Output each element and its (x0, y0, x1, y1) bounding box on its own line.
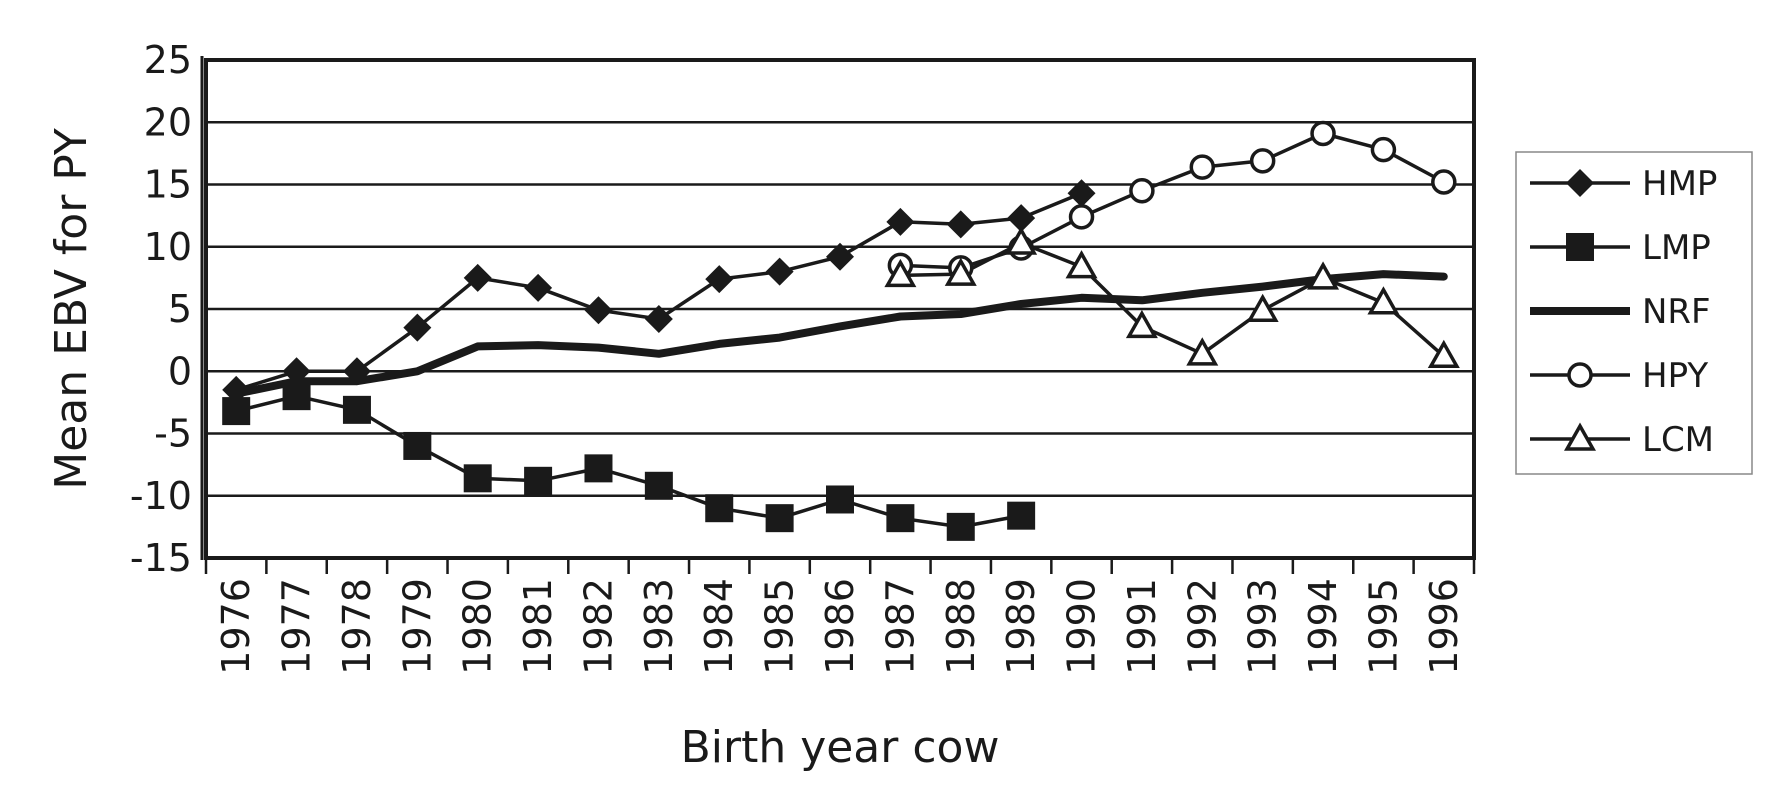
data-point-lcm (1427, 339, 1460, 369)
x-tick-label: 1992 (1180, 578, 1224, 675)
data-point-hpy (1431, 169, 1457, 195)
data-point-lcm (1367, 286, 1400, 315)
data-point-lmp (463, 464, 492, 493)
x-tick-label: 1983 (637, 578, 681, 675)
y-tick-label: 25 (144, 38, 192, 82)
data-point-lmp (282, 382, 311, 411)
y-tick-label: 5 (168, 287, 192, 331)
data-point-lcm (884, 258, 917, 288)
x-tick-label: 1988 (939, 578, 983, 675)
data-point-lmp (524, 466, 553, 495)
y-tick-label: 15 (144, 163, 192, 207)
data-point-hmp (524, 273, 553, 302)
data-point-lmp (1007, 501, 1036, 530)
plot-frame (204, 58, 1476, 560)
y-tick-label: -15 (130, 536, 192, 580)
data-point-lcm (944, 257, 977, 286)
series-line-nrf (232, 270, 1448, 398)
data-point-lmp (946, 512, 975, 541)
data-point-hmp (946, 210, 975, 239)
legend-marker-lmp (1566, 233, 1594, 261)
x-tick-label: 1980 (456, 578, 500, 675)
x-tick-label: 1979 (395, 578, 439, 675)
data-point-hmp (705, 265, 734, 294)
data-point-hmp (1007, 204, 1036, 233)
data-point-lcm (1005, 226, 1038, 255)
legend-marker-lcm (1564, 422, 1596, 451)
legend-label-lcm: LCM (1642, 420, 1714, 460)
x-tick-label: 1990 (1060, 578, 1104, 675)
x-tick-label: 1989 (999, 578, 1043, 675)
legend-label-nrf: NRF (1642, 292, 1711, 332)
x-tick-label: 1977 (275, 578, 319, 675)
y-tick-label: 0 (168, 349, 192, 393)
data-point-lmp (826, 485, 854, 514)
data-point-hmp (403, 313, 432, 342)
legend-label-hpy: HPY (1642, 356, 1708, 396)
series-line-lcm (898, 241, 1446, 359)
data-point-hpy (1310, 120, 1336, 147)
data-point-lmp (705, 494, 734, 523)
x-tick-label: 1978 (335, 578, 379, 675)
data-point-hmp (584, 296, 613, 325)
data-point-lmp (403, 431, 432, 460)
data-point-lmp (886, 504, 915, 533)
x-tick-label: 1976 (214, 578, 258, 675)
data-point-hmp (765, 257, 794, 286)
x-tick-label: 1991 (1120, 578, 1164, 675)
legend-marker-hpy (1567, 362, 1593, 388)
markers-group (222, 120, 1460, 541)
data-point-hpy (1068, 204, 1095, 230)
x-tick-label: 1984 (697, 578, 741, 675)
x-tick-label: 1995 (1361, 578, 1405, 675)
data-point-hpy (1129, 177, 1155, 204)
data-point-hmp (826, 242, 854, 271)
data-point-lmp (644, 471, 673, 500)
data-point-hmp (342, 357, 371, 386)
data-point-hpy (1249, 148, 1276, 174)
data-point-lcm (1065, 250, 1098, 279)
gridlines (206, 121, 1474, 497)
x-tick-label: 1996 (1422, 578, 1466, 675)
data-point-lmp (342, 395, 371, 424)
x-tick-label: 1981 (516, 578, 560, 675)
data-point-lmp (222, 397, 251, 426)
axes: 25 20 15 10 5 0 -5 -10 -15 1976 1977 1978 1979 1980 19… (130, 38, 1476, 675)
y-tick-label: 20 (144, 100, 192, 144)
legend: HMP LMP NRF HPY LCM (1515, 151, 1753, 475)
x-tick-label: 1993 (1241, 578, 1285, 675)
data-point-hmp (886, 207, 915, 236)
x-tick-label: 1986 (818, 578, 862, 675)
data-point-hmp (222, 375, 251, 404)
data-point-hpy (1370, 136, 1397, 163)
data-point-hmp (1067, 179, 1096, 208)
data-point-lcm (1186, 337, 1219, 366)
legend-label-lmp: LMP (1642, 228, 1711, 268)
x-axis-title: Birth year cow (681, 722, 1000, 773)
data-point-lcm (1246, 293, 1279, 322)
y-axis-title: Mean EBV for PY (46, 128, 97, 490)
y-tick-label: -10 (130, 474, 192, 518)
x-tick-label: 1985 (758, 578, 802, 675)
y-tick-label: 10 (144, 225, 192, 269)
data-point-hmp (644, 304, 673, 333)
data-point-hmp (463, 263, 492, 292)
data-point-lcm (1125, 309, 1158, 339)
x-tick-label: 1982 (576, 578, 620, 675)
data-point-lmp (584, 454, 613, 483)
legend-label-hmp: HMP (1642, 164, 1717, 204)
data-point-lmp (765, 504, 794, 533)
data-point-lcm (1307, 261, 1340, 290)
legend-marker-hmp (1566, 169, 1594, 197)
data-point-hpy (1189, 154, 1216, 180)
data-point-hmp (282, 357, 311, 386)
y-tick-label: -5 (154, 412, 192, 456)
x-tick-label: 1994 (1301, 578, 1345, 675)
x-tick-label: 1987 (878, 578, 922, 675)
